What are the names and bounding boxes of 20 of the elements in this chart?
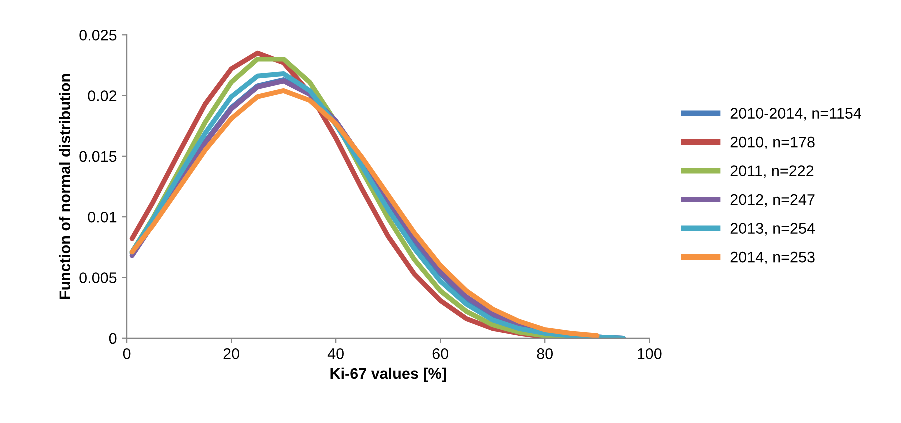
- legend-label: 2010-2014, n=1154: [730, 108, 862, 121]
- x-tick-label: 100: [638, 348, 662, 360]
- x-tick-label: 20: [224, 348, 240, 360]
- legend-label: 2010, n=178: [730, 136, 815, 150]
- y-tick-label: 0.025: [80, 30, 117, 41]
- y-tick-label: 0.005: [80, 272, 117, 284]
- legend-label: 2014, n=253: [730, 252, 815, 265]
- x-tick-label: 60: [432, 348, 448, 360]
- x-tick-label: 80: [537, 348, 554, 360]
- legend-label: 2011, n=222: [730, 166, 814, 178]
- x-tick-label: 0: [123, 348, 131, 360]
- legend-label: 2012, n=247: [730, 194, 815, 208]
- y-tick-label: 0.015: [80, 151, 117, 162]
- y-tick-label: 0.01: [88, 212, 117, 223]
- legend-label: 2013, n=254: [730, 223, 816, 236]
- y-tick-label: 0.02: [88, 90, 117, 102]
- x-axis-title: Ki-67 values [%]: [330, 368, 446, 382]
- x-tick-label: 40: [328, 348, 344, 360]
- y-axis-title: Function of normal distribution: [59, 74, 71, 300]
- y-tick-label: 0: [109, 333, 117, 344]
